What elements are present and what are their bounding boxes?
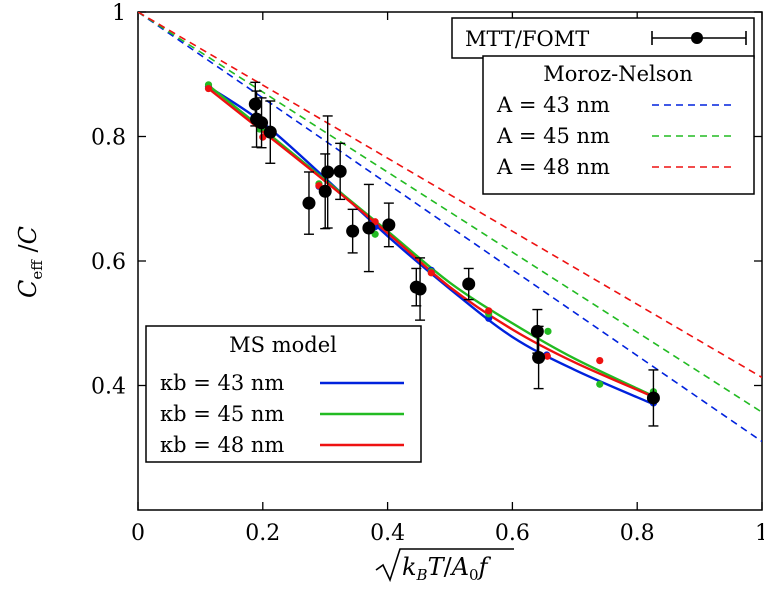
legend_ms-label: κb = 45 nm [160, 402, 284, 426]
x-tick-label: 0.6 [495, 521, 530, 546]
legend-moroz-title: Moroz-Nelson [543, 62, 692, 86]
experiment-point [646, 391, 660, 405]
experiment-point [248, 97, 262, 111]
y-tick-label: 0.4 [91, 375, 126, 400]
y-tick-label: 0.6 [91, 250, 126, 275]
experiment-point [530, 324, 544, 338]
experiment-point [333, 164, 347, 178]
legend_ms-label: κb = 48 nm [160, 433, 284, 457]
ms-model-point [596, 380, 604, 388]
y-tick-label: 1 [112, 1, 126, 26]
svg-text:Ceff /C: Ceff /C [14, 226, 46, 298]
x-tick-label: 1 [755, 521, 764, 546]
y-tick-label: 0.8 [91, 126, 126, 151]
experiment-point [346, 224, 360, 238]
legend_moroz-label: A = 48 nm [496, 155, 610, 179]
moroz-nelson-line [138, 12, 762, 443]
legend_moroz-label: A = 45 nm [496, 124, 610, 148]
legend-moroz-nelson: Moroz-Nelson A = 43 nm A = 45 nm A = 48 nm [482, 55, 755, 195]
experiment-point [263, 125, 277, 139]
x-tick-label: 0.8 [620, 521, 655, 546]
legend-ms-model: MS model κb = 43 nm κb = 45 nm κb = 48 nm [145, 325, 422, 463]
ms-model-curve [207, 87, 654, 398]
ms-model-point [596, 357, 604, 365]
legend-ms-title: MS model [229, 333, 337, 357]
experiment-point [321, 165, 335, 179]
ms-model-point [204, 84, 213, 93]
x-tick-label: 0 [131, 521, 145, 546]
experiment-point [382, 218, 396, 232]
experiment-point [532, 350, 546, 364]
experiment-point [462, 277, 476, 291]
y-axis-label: Ceff /C [14, 226, 46, 298]
svg-text:kBT/A0f: kBT/A0f [402, 553, 492, 584]
experiment-point [318, 184, 332, 198]
ms-model-point [485, 307, 493, 315]
moroz-nelson-line [138, 12, 762, 379]
experiment-point [362, 221, 376, 235]
x-tick-label: 0.2 [245, 521, 280, 546]
moroz-nelson-line [138, 12, 762, 413]
legend-experiment-label: MTT/FOMT [465, 27, 589, 51]
ms-model-point [544, 327, 552, 335]
ms-model-point [543, 352, 551, 360]
x-axis-label: kBT/A0f [375, 548, 514, 584]
legend_moroz-label: A = 43 nm [496, 93, 610, 117]
x-tick-label: 0.4 [370, 521, 405, 546]
experiment-point [302, 196, 316, 210]
plot-area: 0 0.2 0.4 0.6 0.8 1 0.4 0.6 0.8 1 [91, 1, 764, 546]
legend-experiment: MTT/FOMT [451, 17, 755, 59]
experiment-point [255, 116, 269, 130]
experiment-point [413, 282, 427, 296]
legend_ms-label: κb = 43 nm [160, 371, 284, 395]
ms-model-point [427, 269, 435, 277]
